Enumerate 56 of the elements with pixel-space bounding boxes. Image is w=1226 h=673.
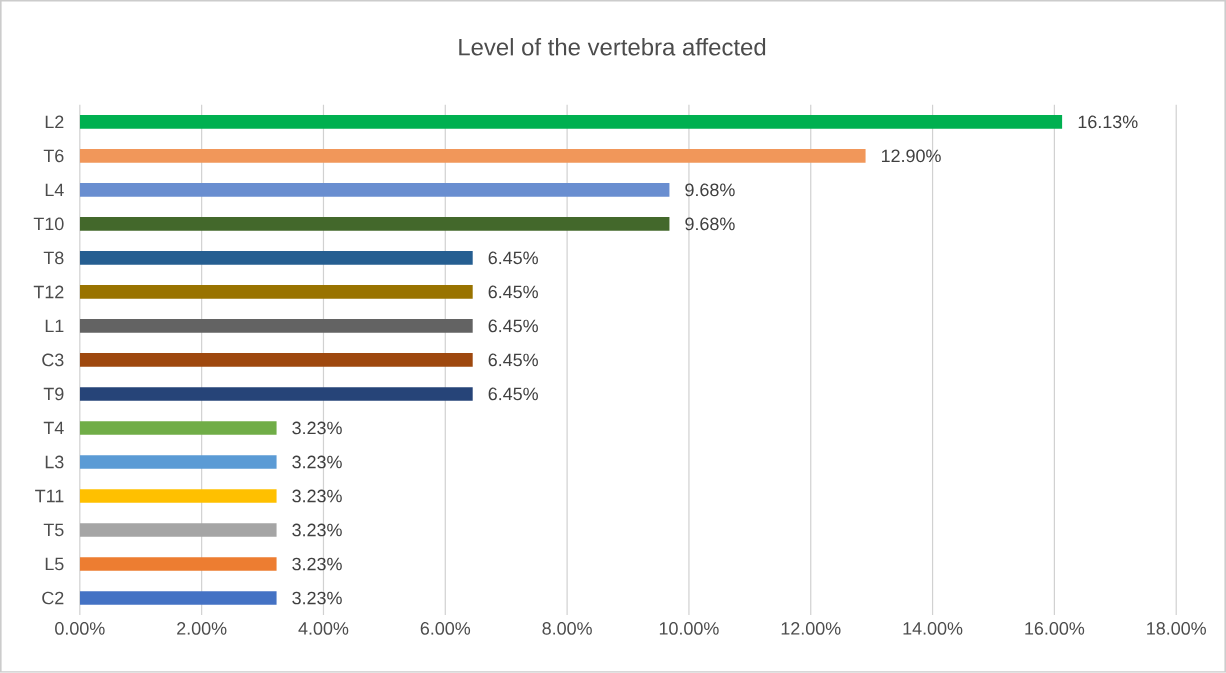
data-label: 9.68% <box>685 183 735 197</box>
data-label: 3.23% <box>292 591 342 605</box>
x-tick-label: 10.00% <box>659 622 719 635</box>
data-label: 6.45% <box>488 285 538 299</box>
x-tick-label: 16.00% <box>1025 622 1085 635</box>
bar <box>79 217 670 231</box>
x-tick-label: 14.00% <box>903 622 963 635</box>
x-tick-label: 2.00% <box>177 622 227 635</box>
bar <box>79 183 670 197</box>
x-tick-label: 6.00% <box>420 622 471 635</box>
x-tick-label: 12.00% <box>781 622 841 635</box>
bar <box>79 489 277 503</box>
bar <box>79 523 277 537</box>
data-label: 3.23% <box>292 523 342 537</box>
data-label: 6.45% <box>488 251 538 265</box>
y-tick-label: L1 <box>45 319 64 333</box>
y-tick-label: T11 <box>35 489 64 503</box>
y-tick-label: T4 <box>43 421 64 435</box>
bar <box>79 387 473 401</box>
y-tick-label: L5 <box>45 557 64 571</box>
bar <box>79 251 473 265</box>
bar <box>79 319 473 333</box>
y-tick-label: L2 <box>45 115 64 129</box>
bar <box>79 353 473 367</box>
x-tick-label: 0.00% <box>55 622 105 635</box>
y-tick-label: T5 <box>43 523 64 537</box>
y-tick-label: L3 <box>45 455 64 469</box>
x-tick-label: 18.00% <box>1147 622 1206 635</box>
bar <box>79 421 277 435</box>
chart-title: Level of the vertebra affected <box>459 38 766 56</box>
data-label: 6.45% <box>488 319 538 333</box>
y-tick-label: T10 <box>33 217 64 231</box>
data-label: 3.23% <box>292 421 342 435</box>
data-label: 6.45% <box>488 387 538 401</box>
data-label: 3.23% <box>292 557 342 571</box>
y-tick-label: C2 <box>42 591 64 605</box>
y-tick-label: T12 <box>33 285 64 299</box>
y-tick-label: T9 <box>43 387 64 401</box>
y-tick-label: L4 <box>45 183 64 197</box>
y-tick-label: T6 <box>43 149 64 163</box>
data-label: 12.90% <box>881 149 941 163</box>
bar <box>79 455 277 469</box>
bar <box>79 149 866 163</box>
bar <box>79 115 1063 129</box>
x-tick-label: 8.00% <box>542 622 592 635</box>
bar <box>79 285 473 299</box>
y-tick-label: C3 <box>42 353 64 367</box>
data-label: 6.45% <box>488 353 538 367</box>
y-tick-label: T8 <box>43 251 64 265</box>
data-label: 3.23% <box>292 455 342 469</box>
data-label: 3.23% <box>292 489 342 503</box>
bar <box>79 591 277 605</box>
bar <box>79 557 277 571</box>
data-label: 16.13% <box>1078 115 1138 129</box>
x-tick-label: 4.00% <box>298 622 349 635</box>
data-label: 9.68% <box>685 217 735 231</box>
